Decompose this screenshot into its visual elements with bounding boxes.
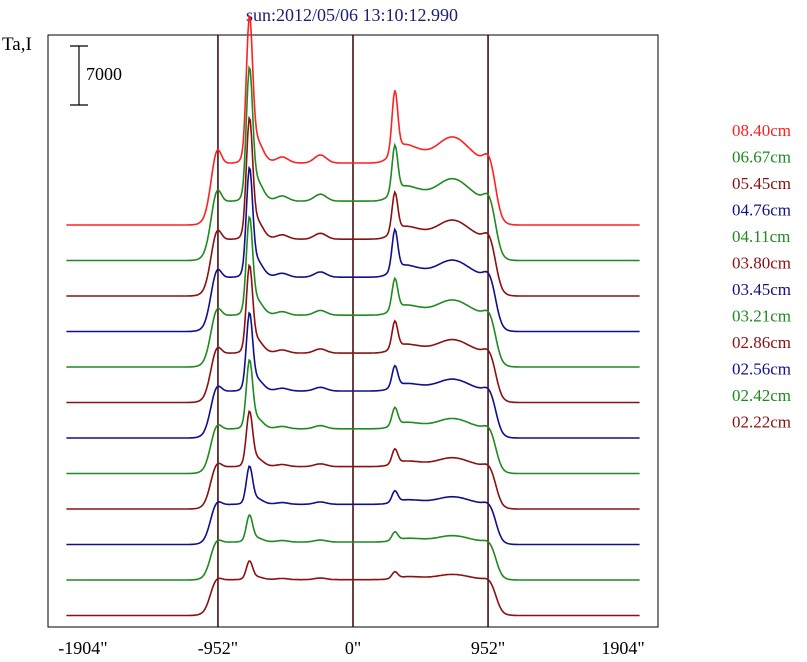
scale-bar: 7000 <box>70 45 122 106</box>
x-tick-label: 0" <box>345 638 361 658</box>
chart-title: sun:2012/05/06 13:10:12.990 <box>246 5 458 25</box>
x-tick-label: -1904" <box>58 638 107 658</box>
series-line <box>66 560 640 617</box>
x-tick-label: 1904" <box>601 638 644 658</box>
vertical-markers <box>217 35 489 627</box>
series-line <box>66 215 640 368</box>
legend-entry: 02.56cm <box>732 360 791 379</box>
x-tick-label: -952" <box>198 638 238 658</box>
series-curves <box>66 13 640 617</box>
series-line <box>66 165 640 333</box>
series-line <box>66 311 640 439</box>
series-line <box>66 65 640 262</box>
legend-entry: 05.45cm <box>732 174 791 193</box>
series-line <box>66 13 640 226</box>
y-axis-label: Ta,I <box>2 34 32 55</box>
legend-entry: 04.11cm <box>732 227 790 246</box>
legend-entry: 08.40cm <box>732 121 791 140</box>
x-tick-labels: -1904" -952" 0" 952" 1904" <box>58 638 645 658</box>
scale-bar-label: 7000 <box>86 64 122 84</box>
series-line <box>66 514 640 581</box>
legend-entry: 02.22cm <box>732 413 791 432</box>
legend-entry: 03.80cm <box>732 254 791 273</box>
legend-entry: 06.67cm <box>732 148 791 167</box>
series-line <box>66 465 640 546</box>
series-line <box>66 409 640 510</box>
legend-entry: 03.45cm <box>732 280 791 299</box>
series-line <box>66 115 640 297</box>
legend-entry: 02.86cm <box>732 333 791 352</box>
legend-entry: 03.21cm <box>732 307 791 326</box>
series-line <box>66 263 640 404</box>
x-tick-label: 952" <box>471 638 505 658</box>
legend: 08.40cm 06.67cm 05.45cm 04.76cm 04.11cm 03.80… <box>732 121 791 432</box>
legend-entry: 04.76cm <box>732 201 791 220</box>
series-line <box>66 358 640 475</box>
legend-entry: 02.42cm <box>732 386 791 405</box>
